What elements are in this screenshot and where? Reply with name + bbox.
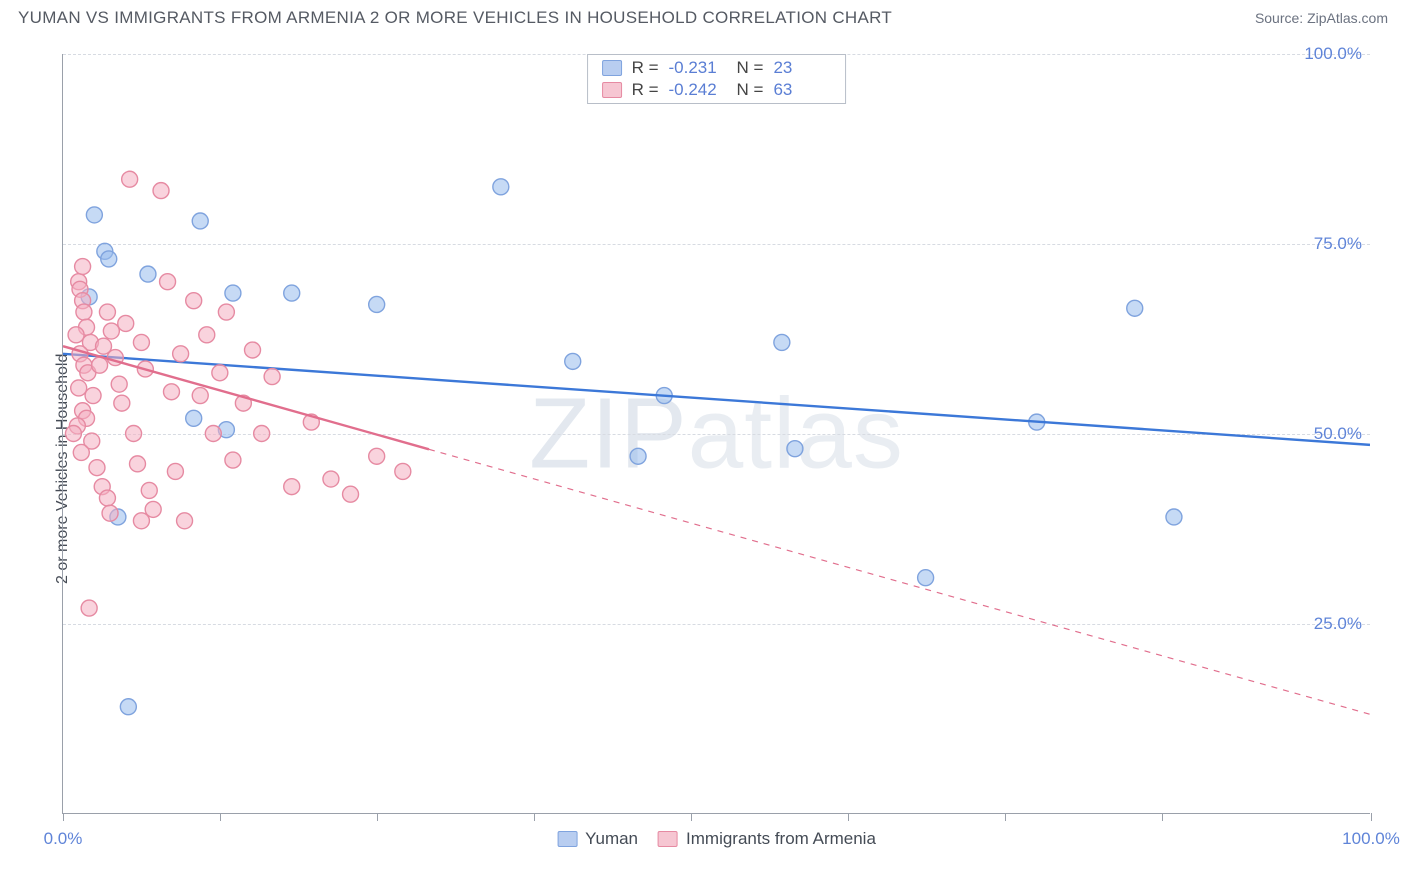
scatter-point [120, 699, 136, 715]
scatter-point [160, 274, 176, 290]
scatter-point [68, 327, 84, 343]
scatter-point [126, 426, 142, 442]
scatter-point [493, 179, 509, 195]
scatter-point [76, 304, 92, 320]
x-tick [377, 813, 378, 821]
scatter-point [89, 460, 105, 476]
n-label: N = [737, 80, 764, 100]
x-tick-label: 0.0% [44, 829, 83, 849]
x-tick [534, 813, 535, 821]
scatter-point [177, 513, 193, 529]
scatter-point [192, 388, 208, 404]
scatter-point [284, 479, 300, 495]
plot-svg [63, 54, 1370, 813]
r-value-armenia: -0.242 [669, 80, 727, 100]
scatter-point [71, 380, 87, 396]
x-tick [63, 813, 64, 821]
scatter-point [65, 426, 81, 442]
scatter-point [1166, 509, 1182, 525]
scatter-point [118, 315, 134, 331]
scatter-point [212, 365, 228, 381]
scatter-point [245, 342, 261, 358]
legend-correlation: R = -0.231 N = 23 R = -0.242 N = 63 [587, 54, 847, 104]
legend-series: Yuman Immigrants from Armenia [557, 829, 876, 849]
scatter-point [284, 285, 300, 301]
title-bar: YUMAN VS IMMIGRANTS FROM ARMENIA 2 OR MO… [0, 0, 1406, 32]
source-label: Source: ZipAtlas.com [1255, 10, 1388, 26]
scatter-point [186, 410, 202, 426]
x-tick [220, 813, 221, 821]
scatter-point [73, 444, 89, 460]
scatter-point [133, 513, 149, 529]
scatter-point [122, 171, 138, 187]
legend-item-yuman: Yuman [557, 829, 638, 849]
scatter-point [787, 441, 803, 457]
scatter-point [102, 505, 118, 521]
scatter-point [173, 346, 189, 362]
scatter-point [99, 490, 115, 506]
scatter-point [264, 369, 280, 385]
n-value-yuman: 23 [773, 58, 831, 78]
scatter-point [133, 334, 149, 350]
scatter-point [140, 266, 156, 282]
r-label: R = [632, 80, 659, 100]
trend-line-extrapolated [429, 449, 1370, 714]
scatter-point [86, 207, 102, 223]
scatter-point [81, 600, 97, 616]
scatter-point [192, 213, 208, 229]
scatter-point [163, 384, 179, 400]
x-tick [691, 813, 692, 821]
scatter-point [99, 304, 115, 320]
n-label: N = [737, 58, 764, 78]
legend-label-armenia: Immigrants from Armenia [686, 829, 876, 849]
legend-row-armenia: R = -0.242 N = 63 [588, 79, 846, 101]
scatter-point [1127, 300, 1143, 316]
scatter-point [167, 463, 183, 479]
scatter-point [130, 456, 146, 472]
scatter-point [369, 296, 385, 312]
scatter-point [343, 486, 359, 502]
x-tick [1371, 813, 1372, 821]
scatter-point [395, 463, 411, 479]
legend-row-yuman: R = -0.231 N = 23 [588, 57, 846, 79]
scatter-point [369, 448, 385, 464]
scatter-point [92, 357, 108, 373]
x-tick-label: 100.0% [1342, 829, 1400, 849]
scatter-point [141, 482, 157, 498]
swatch-yuman [557, 831, 577, 847]
scatter-point [85, 388, 101, 404]
scatter-point [153, 183, 169, 199]
swatch-armenia [602, 82, 622, 98]
scatter-point [103, 323, 119, 339]
r-label: R = [632, 58, 659, 78]
scatter-point [918, 570, 934, 586]
scatter-point [225, 452, 241, 468]
swatch-yuman [602, 60, 622, 76]
legend-item-armenia: Immigrants from Armenia [658, 829, 876, 849]
scatter-point [205, 426, 221, 442]
x-tick [848, 813, 849, 821]
scatter-point [111, 376, 127, 392]
plot-area: ZIPatlas R = -0.231 N = 23 R = -0.242 N … [62, 54, 1370, 814]
scatter-point [323, 471, 339, 487]
scatter-point [225, 285, 241, 301]
r-value-yuman: -0.231 [669, 58, 727, 78]
scatter-point [254, 426, 270, 442]
swatch-armenia [658, 831, 678, 847]
scatter-point [630, 448, 646, 464]
legend-label-yuman: Yuman [585, 829, 638, 849]
scatter-point [774, 334, 790, 350]
chart-title: YUMAN VS IMMIGRANTS FROM ARMENIA 2 OR MO… [18, 8, 892, 28]
scatter-point [199, 327, 215, 343]
n-value-armenia: 63 [773, 80, 831, 100]
scatter-point [218, 304, 234, 320]
x-tick [1005, 813, 1006, 821]
scatter-point [565, 353, 581, 369]
chart-container: 2 or more Vehicles in Household ZIPatlas… [18, 44, 1388, 852]
scatter-point [186, 293, 202, 309]
scatter-point [101, 251, 117, 267]
x-tick [1162, 813, 1163, 821]
scatter-point [75, 259, 91, 275]
scatter-point [114, 395, 130, 411]
